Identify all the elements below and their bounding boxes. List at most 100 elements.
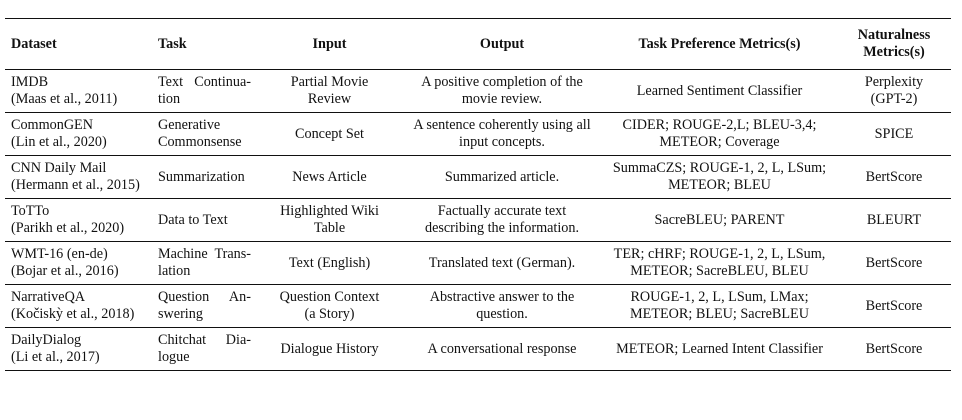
cell-task: Question An-swering	[152, 284, 257, 328]
cell-task: Generative Commonsense	[152, 112, 257, 156]
cell-input: Question Context (a Story)	[257, 284, 402, 328]
cell-dataset: IMDB (Maas et al., 2011)	[5, 69, 152, 113]
header-line: Output	[479, 35, 525, 52]
cell-line: CNN Daily Mail	[11, 160, 107, 176]
cell-task-metrics: SummaCZS; ROUGE-1, 2, L, LSum; METEOR; BL…	[602, 155, 837, 199]
cell-line: IMDB	[11, 74, 49, 90]
cell-line: Partial Movie	[290, 74, 369, 90]
cell-line: tion	[158, 91, 181, 107]
cell-output: A conversational response	[402, 327, 602, 371]
table-row: CommonGEN (Lin et al., 2020) Generative Com…	[5, 112, 951, 156]
cell-line: BLEURT	[866, 211, 922, 228]
cell-line: TER; cHRF; ROUGE-1, 2, L, LSum,	[613, 246, 826, 262]
cell-naturalness-metrics: BertScore	[837, 327, 951, 371]
cell-line: lation	[158, 263, 191, 279]
table-row: ToTTo (Parikh et al., 2020) Data to Text Hi…	[5, 198, 951, 242]
header-row: Dataset Task Input Output Task Preferenc…	[5, 18, 951, 70]
cell-line: question.	[476, 306, 528, 322]
header-line: Task	[158, 35, 187, 52]
cell-task-metrics: ROUGE-1, 2, L, LSum, LMax; METEOR; BLEU; …	[602, 284, 837, 328]
cell-input: News Article	[257, 155, 402, 199]
cell-line: A conversational response	[427, 340, 577, 357]
cell-output: A sentence coherently using all input con…	[402, 112, 602, 156]
cell-line: Highlighted Wiki	[280, 203, 379, 219]
cell-task: Summarization	[152, 155, 257, 199]
cell-naturalness-metrics: BertScore	[837, 241, 951, 285]
cell-output: Abstractive answer to the question.	[402, 284, 602, 328]
cell-line: DailyDialog	[11, 332, 82, 348]
cell-dataset: ToTTo (Parikh et al., 2020)	[5, 198, 152, 242]
cell-output: Translated text (German).	[402, 241, 602, 285]
header-line: Task Preference Metrics(s)	[638, 35, 801, 52]
cell-task: Text Continua-tion	[152, 69, 257, 113]
cell-line: ToTTo	[11, 203, 50, 219]
cell-line: METEOR; BLEU; SacreBLEU	[630, 306, 809, 322]
table-row: WMT-16 (en-de) (Bojar et al., 2016) Machin…	[5, 241, 951, 285]
cell-input: Concept Set	[257, 112, 402, 156]
cell-line: BertScore	[865, 297, 923, 314]
cell-line: Perplexity	[864, 74, 924, 90]
cell-task: Chitchat Dia-logue	[152, 327, 257, 371]
cell-naturalness-metrics: BertScore	[837, 155, 951, 199]
table-row: IMDB (Maas et al., 2011) Text Continua-tio…	[5, 69, 951, 113]
cell-naturalness-metrics: SPICE	[837, 112, 951, 156]
table-row: CNN Daily Mail (Hermann et al., 2015) Summ…	[5, 155, 951, 199]
cell-line: (Hermann et al., 2015)	[11, 177, 140, 193]
cell-line: (a Story)	[304, 306, 355, 322]
cell-line: Translated text (German).	[428, 254, 576, 271]
cell-line: WMT-16 (en-de)	[11, 246, 108, 262]
header-task-metrics: Task Preference Metrics(s)	[602, 18, 837, 70]
table-row: NarrativeQA (Kočiskỳ et al., 2018) Questio…	[5, 284, 951, 328]
cell-output: Summarized article.	[402, 155, 602, 199]
cell-line: Question Context	[279, 289, 380, 305]
cell-line: CommonGEN	[11, 117, 93, 133]
cell-dataset: CommonGEN (Lin et al., 2020)	[5, 112, 152, 156]
cell-dataset: NarrativeQA (Kočiskỳ et al., 2018)	[5, 284, 152, 328]
cell-line: logue	[158, 349, 190, 365]
cell-line: (Bojar et al., 2016)	[11, 263, 119, 279]
cell-line: SPICE	[874, 125, 914, 142]
cell-output: Factually accurate text describing the in…	[402, 198, 602, 242]
cell-line: (Lin et al., 2020)	[11, 134, 107, 150]
cell-task: Machine Trans-lation	[152, 241, 257, 285]
header-line: Dataset	[11, 35, 57, 52]
cell-line: BertScore	[865, 168, 923, 185]
cell-line: Learned Sentiment Classifier	[636, 82, 803, 99]
cell-line: describing the information.	[424, 220, 580, 236]
cell-line: (Li et al., 2017)	[11, 349, 100, 365]
cell-task: Data to Text	[152, 198, 257, 242]
header-input: Input	[257, 18, 402, 70]
cell-line: swering	[158, 306, 203, 322]
cell-line: SummaCZS; ROUGE-1, 2, L, LSum;	[612, 160, 827, 176]
header-output: Output	[402, 18, 602, 70]
datasets-table: Dataset Task Input Output Task Preferenc…	[5, 18, 951, 371]
header-task: Task	[152, 18, 257, 70]
cell-task-metrics: Learned Sentiment Classifier	[602, 69, 837, 113]
cell-task-metrics: TER; cHRF; ROUGE-1, 2, L, LSum, METEOR; S…	[602, 241, 837, 285]
cell-line: Factually accurate text	[437, 203, 567, 219]
cell-line: A positive completion of the	[421, 74, 583, 90]
cell-task-metrics: CIDER; ROUGE-2,L; BLEU-3,4; METEOR; Cover…	[602, 112, 837, 156]
cell-line: METEOR; Coverage	[659, 134, 780, 150]
header-dataset: Dataset	[5, 18, 152, 70]
cell-line: Review	[307, 91, 352, 107]
cell-line: (Parikh et al., 2020)	[11, 220, 125, 236]
cell-line: CIDER; ROUGE-2,L; BLEU-3,4;	[622, 117, 817, 133]
cell-line: Generative	[158, 117, 221, 133]
header-line: Metrics(s)	[863, 44, 925, 60]
cell-line: movie review.	[461, 91, 543, 107]
cell-line: Dialogue History	[280, 340, 379, 357]
cell-line: News Article	[292, 168, 367, 185]
cell-line: Text (English)	[288, 254, 371, 271]
cell-line: (GPT-2)	[870, 91, 918, 107]
cell-line: Chitchat Dia-	[158, 332, 251, 348]
header-line: Input	[312, 35, 347, 52]
cell-naturalness-metrics: BLEURT	[837, 198, 951, 242]
cell-line: Commonsense	[158, 134, 242, 150]
cell-line: Text Continua-	[158, 74, 251, 90]
cell-line: Question An-	[158, 289, 251, 305]
cell-line: METEOR; Learned Intent Classifier	[616, 340, 823, 357]
cell-line: Data to Text	[158, 211, 228, 228]
cell-line: NarrativeQA	[11, 289, 86, 305]
cell-line: METEOR; BLEU	[668, 177, 771, 193]
